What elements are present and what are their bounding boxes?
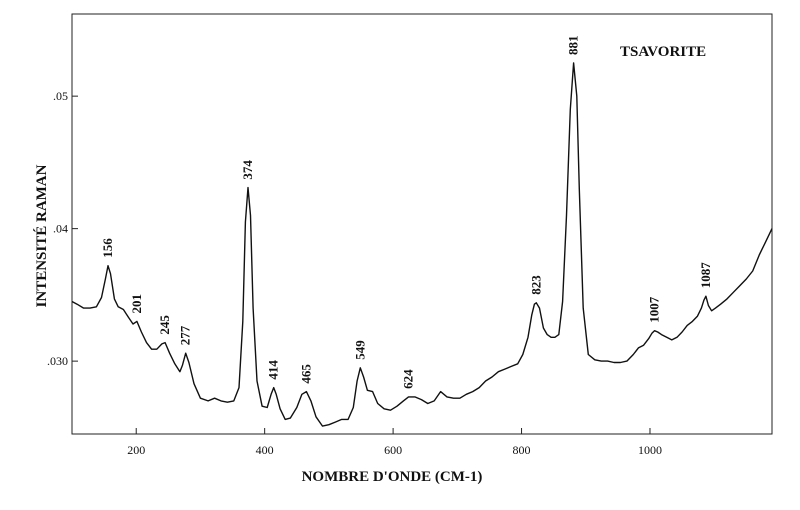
x-tick-label: 1000 [638, 443, 662, 457]
x-tick-label: 400 [256, 443, 274, 457]
peak-label-374: 374 [240, 160, 255, 180]
peak-label-201: 201 [129, 294, 144, 314]
x-tick-label: 600 [384, 443, 402, 457]
x-tick-label: 200 [127, 443, 145, 457]
plot-frame [71, 13, 773, 435]
spectrum-line [71, 62, 773, 427]
peak-label-881: 881 [566, 36, 581, 56]
peak-label-549: 549 [352, 340, 367, 360]
peak-label-414: 414 [266, 360, 281, 380]
peak-label-1007: 1007 [646, 296, 661, 323]
peak-label-823: 823 [528, 275, 543, 295]
peak-label-277: 277 [178, 325, 193, 345]
y-tick-label: .030 [47, 354, 68, 368]
y-tick-label: .05 [53, 89, 68, 103]
x-tick-label: 800 [513, 443, 531, 457]
peak-labels: 156 201 245 277 374 414 465 549 624 823 881 1007 108… [100, 36, 713, 389]
chart-title: TSAVORITE [620, 44, 706, 60]
peak-label-1087: 1087 [698, 262, 713, 289]
peak-label-624: 624 [401, 369, 416, 389]
peak-label-245: 245 [157, 315, 172, 335]
peak-label-156: 156 [100, 238, 115, 258]
x-axis-title: NOMBRE D'ONDE (CM-1) [302, 469, 483, 485]
y-tick-label: .04 [53, 222, 68, 236]
y-axis-title: INTENSITÉ RAMAN [33, 164, 50, 307]
axis-ticks: 200 400 600 800 1000 .030 .04 .05 [47, 89, 662, 457]
peak-label-465: 465 [298, 364, 313, 384]
